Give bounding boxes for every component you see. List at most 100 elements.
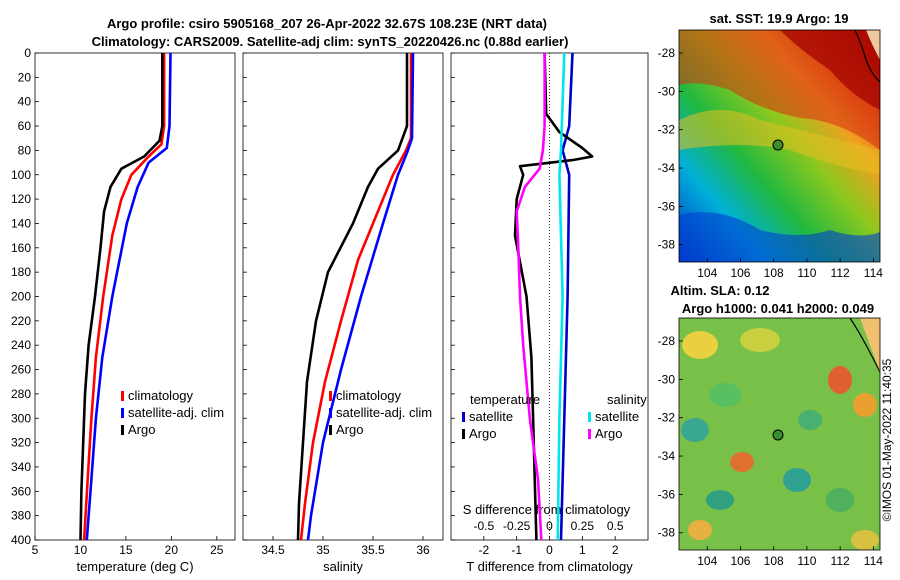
sla-blob xyxy=(798,410,822,430)
sla-blob xyxy=(783,468,811,492)
sla-map-panel: Altim. SLA: 0.12 Argo h1000: 0.041 h2000… xyxy=(658,283,884,568)
legend-swatch xyxy=(121,391,124,401)
y-tick-label: 360 xyxy=(11,484,31,498)
salinity-profile-panel: 34.5 35 35.5 36 salinity climatology satellite… xyxy=(242,52,444,574)
map-x-tick-label: 106 xyxy=(730,266,750,280)
map-y-tick-label: -28 xyxy=(658,334,676,348)
series-line xyxy=(513,52,594,541)
x-axis-label: temperature (deg C) xyxy=(76,559,193,574)
x-axis-label: salinity xyxy=(323,559,363,574)
y-tick-label: 220 xyxy=(11,314,31,328)
sla-blob xyxy=(851,530,879,550)
secondary-x-label: S difference from climatology xyxy=(463,502,631,517)
sla-blob xyxy=(681,418,709,442)
map-x-tick-label: 104 xyxy=(697,266,717,280)
temperature-profile-panel: 0 20 40 60 80 100 120 140 160 180 200 220 240 260 280 3… xyxy=(11,46,236,574)
sla-blob xyxy=(826,488,854,512)
legend-swatch xyxy=(329,391,332,401)
sst-argo-marker xyxy=(772,139,784,151)
y-tick-label: 300 xyxy=(11,411,31,425)
sla-map-frame xyxy=(678,317,881,551)
legend-swatch xyxy=(462,412,465,422)
legend-label: Argo xyxy=(595,426,622,441)
sla-land xyxy=(860,318,880,372)
legend-label: satellite xyxy=(595,409,639,424)
y-tick-label: 80 xyxy=(18,143,32,157)
x-tick-label: 25 xyxy=(210,543,224,557)
map-y-tick-label: -36 xyxy=(658,199,676,213)
map-x-tick-label: 114 xyxy=(864,554,883,568)
y-tick-label: 60 xyxy=(18,119,32,133)
x-tick-label: 2 xyxy=(612,543,619,557)
sla-blob xyxy=(853,393,877,417)
legend-label: Argo xyxy=(336,422,363,437)
legend-swatch xyxy=(121,425,124,435)
y-tick-label: 320 xyxy=(11,436,31,450)
y-tick-label: 240 xyxy=(11,338,31,352)
y-tick-label: 40 xyxy=(18,95,32,109)
map-x-tick-label: 110 xyxy=(797,554,816,568)
x-tick-label: 34.5 xyxy=(261,543,285,557)
sst-cold-region xyxy=(679,212,880,262)
sst-map-frame xyxy=(678,29,881,263)
sla-blob xyxy=(682,331,718,359)
legend-swatch xyxy=(588,429,591,439)
map-x-tick-label: 108 xyxy=(764,266,784,280)
map-y-tick-label: -34 xyxy=(658,449,676,463)
x-tick-label: -2 xyxy=(478,543,489,557)
map-x-tick-label: 108 xyxy=(764,554,784,568)
legend-title-salinity: salinity xyxy=(607,392,647,407)
x-tick-label: 35.5 xyxy=(361,543,385,557)
map-y-tick-label: -30 xyxy=(658,84,676,98)
sla-blob xyxy=(730,452,754,472)
secondary-x-tick-label: 0 xyxy=(546,519,553,533)
sla-coastline xyxy=(849,318,880,373)
x-tick-label: 10 xyxy=(74,543,88,557)
series-line xyxy=(556,52,566,541)
y-tick-label: 160 xyxy=(11,241,31,255)
series-line xyxy=(306,52,415,541)
secondary-x-tick-label: -0.5 xyxy=(473,519,494,533)
x-tick-label: 15 xyxy=(119,543,133,557)
y-tick-label: 340 xyxy=(11,460,31,474)
y-tick-label: 140 xyxy=(11,216,31,230)
sst-dark-red-region xyxy=(780,30,880,110)
map-y-tick-label: -36 xyxy=(658,487,676,501)
sla-map-subtitle: Argo h1000: 0.041 h2000: 0.049 xyxy=(682,301,874,316)
map-x-tick-label: 112 xyxy=(831,554,850,568)
legend-label: satellite xyxy=(469,409,513,424)
sla-blob xyxy=(740,328,780,352)
map-y-tick-label: -34 xyxy=(658,161,676,175)
y-tick-label: 120 xyxy=(11,192,31,206)
watermark: ©IMOS 01-May-2022 11:40:35 xyxy=(880,358,894,521)
legend-label: satellite-adj. clim xyxy=(336,405,432,420)
x-tick-label: 36 xyxy=(416,543,430,557)
map-x-tick-label: 114 xyxy=(864,266,883,280)
y-tick-label: 280 xyxy=(11,387,31,401)
legend-swatch xyxy=(588,412,591,422)
map-y-tick-label: -28 xyxy=(658,46,676,60)
sla-blob xyxy=(828,366,852,394)
series-line xyxy=(559,52,574,541)
map-x-tick-label: 104 xyxy=(697,554,717,568)
figure-title-line1: Argo profile: csiro 5905168_207 26-Apr-2… xyxy=(107,16,547,31)
series-line xyxy=(82,53,166,541)
y-tick-label: 200 xyxy=(11,290,31,304)
secondary-x-tick-label: 0.25 xyxy=(571,519,595,533)
legend-label: climatology xyxy=(128,388,194,403)
legend-swatch xyxy=(329,408,332,418)
map-x-tick-label: 106 xyxy=(730,554,750,568)
y-tick-label: 260 xyxy=(11,363,31,377)
sst-map-title: sat. SST: 19.9 Argo: 19 xyxy=(710,11,849,26)
legend-swatch xyxy=(121,408,124,418)
legend-label: climatology xyxy=(336,388,402,403)
secondary-x-tick-label: 0.5 xyxy=(607,519,624,533)
map-y-tick-label: -38 xyxy=(658,526,676,540)
x-tick-label: 0 xyxy=(546,543,553,557)
y-tick-label: 180 xyxy=(11,265,31,279)
difference-profile-panel: -2 -1 0 1 2 T difference from climatology S di… xyxy=(450,52,649,574)
map-y-tick-label: -38 xyxy=(658,238,676,252)
legend-label: Argo xyxy=(469,426,496,441)
sla-map-title: Altim. SLA: 0.12 xyxy=(671,283,770,298)
